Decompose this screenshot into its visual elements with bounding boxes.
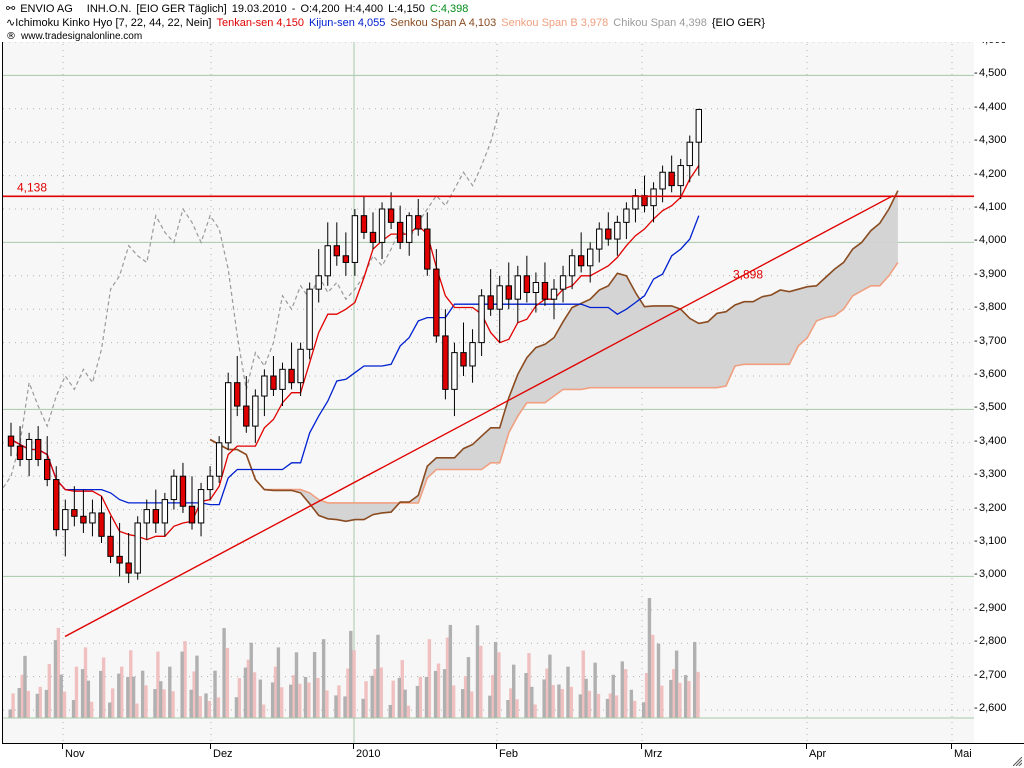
price-tick-label: -3,700 bbox=[974, 334, 1007, 347]
price-tick-label: -4,000 bbox=[974, 234, 1007, 247]
tenkan-sen-line bbox=[10, 165, 700, 541]
price-tick-label: -4,400 bbox=[974, 100, 1007, 113]
senkou-span-a-value: Senkou Span A 4,103 bbox=[390, 17, 497, 29]
chikou-span-line bbox=[3, 109, 501, 490]
instrument-symbol: ENVIO AG bbox=[20, 3, 73, 15]
price-tick-label: -2,700 bbox=[974, 668, 1007, 681]
price-tick-label: -2,600 bbox=[974, 702, 1007, 714]
price-tick-label: -3,000 bbox=[974, 568, 1007, 581]
price-tick-label: -3,300 bbox=[974, 468, 1007, 481]
copyright-icon: ® bbox=[6, 31, 16, 42]
instrument-icon: ⚯ bbox=[6, 2, 16, 15]
senkou-span-b-value: Senkou Span B 3,978 bbox=[501, 17, 609, 29]
kijun-sen-value: Kijun-sen 4,055 bbox=[308, 17, 386, 29]
chart-header: ⚯ ENVIO AG INH.O.N. [EIO GER Täglich] 19.03.… bbox=[0, 0, 1024, 42]
price-chart-plot-area[interactable]: 4,138 3,898 bbox=[2, 8, 975, 744]
price-tick-label: -3,400 bbox=[974, 434, 1007, 447]
header-instrument-line[interactable]: ⚯ ENVIO AG INH.O.N. [EIO GER Täglich] 19.03.… bbox=[6, 3, 468, 15]
instrument-name: INH.O.N. bbox=[86, 3, 132, 15]
candlestick-series bbox=[7, 108, 702, 584]
chikou-span-value: Chikou Span 4,398 bbox=[613, 17, 707, 29]
tenkan-sen-value: Tenkan-sen 4,150 bbox=[216, 17, 304, 29]
grid-major-lines bbox=[3, 74, 975, 577]
kijun-sen-line bbox=[10, 215, 700, 506]
quote-open: O:4,200 bbox=[300, 3, 340, 15]
header-source-line[interactable]: ® www.tradesignalonline.com bbox=[6, 31, 142, 42]
trendline-price-label: 3,898 bbox=[733, 267, 763, 281]
resize-grip-icon[interactable] bbox=[1013, 757, 1022, 766]
chart-canvas: 4,138 3,898 bbox=[3, 8, 975, 743]
price-annotations: 4,138 3,898 bbox=[17, 180, 763, 281]
quote-date: 19.03.2010 bbox=[231, 3, 287, 15]
quote-high: H:4,400 bbox=[344, 3, 384, 15]
ichimoku-cloud bbox=[210, 190, 898, 522]
price-axis[interactable]: € -4,600-4,500-4,400-4,300-4,200-4,100-4… bbox=[974, 8, 1024, 743]
price-tick-label: -4,200 bbox=[974, 167, 1007, 180]
instrument-exchange-interval: [EIO GER Täglich] bbox=[136, 3, 227, 15]
indicator-icon: ∿ bbox=[6, 16, 16, 29]
grid-dotted-lines bbox=[3, 8, 975, 743]
website-label: www.tradesignalonline.com bbox=[21, 31, 143, 42]
price-tick-label: -2,900 bbox=[974, 601, 1007, 614]
senkou-span-b-line bbox=[209, 261, 899, 504]
uptrend-trendline[interactable] bbox=[64, 195, 894, 638]
header-indicator-line[interactable]: ∿Ichimoku Kinko Hyo [7, 22, 44, 22, Nein… bbox=[6, 17, 765, 29]
x-axis-rule bbox=[2, 743, 1024, 744]
senkou-span-a-line bbox=[209, 190, 899, 523]
date-axis[interactable]: Nov Dez 2010 Feb Mrz Apr Mai bbox=[2, 744, 1024, 768]
price-tick-label: -2,800 bbox=[974, 635, 1007, 648]
price-tick-label: -4,100 bbox=[974, 201, 1007, 213]
price-tick-label: -4,500 bbox=[974, 67, 1007, 80]
price-tick-label: -3,200 bbox=[974, 501, 1007, 514]
resistance-price-label: 4,138 bbox=[17, 180, 47, 194]
price-tick-label: -3,600 bbox=[974, 368, 1007, 380]
header-separator: - bbox=[291, 3, 296, 15]
price-tick-label: -3,900 bbox=[974, 267, 1007, 280]
quote-close: C:4,398 bbox=[429, 3, 469, 15]
price-tick-label: -4,300 bbox=[974, 134, 1007, 147]
price-tick-label: -3,800 bbox=[974, 301, 1007, 314]
indicator-source: {EIO GER} bbox=[711, 17, 766, 29]
price-tick-label: -3,500 bbox=[974, 401, 1007, 414]
price-tick-label: -3,100 bbox=[974, 535, 1007, 547]
quote-low: L:4,150 bbox=[388, 3, 425, 15]
volume-bars bbox=[3, 598, 975, 719]
indicator-name: Ichimoku Kinko Hyo [7, 22, 44, 22, Nein] bbox=[15, 17, 212, 29]
